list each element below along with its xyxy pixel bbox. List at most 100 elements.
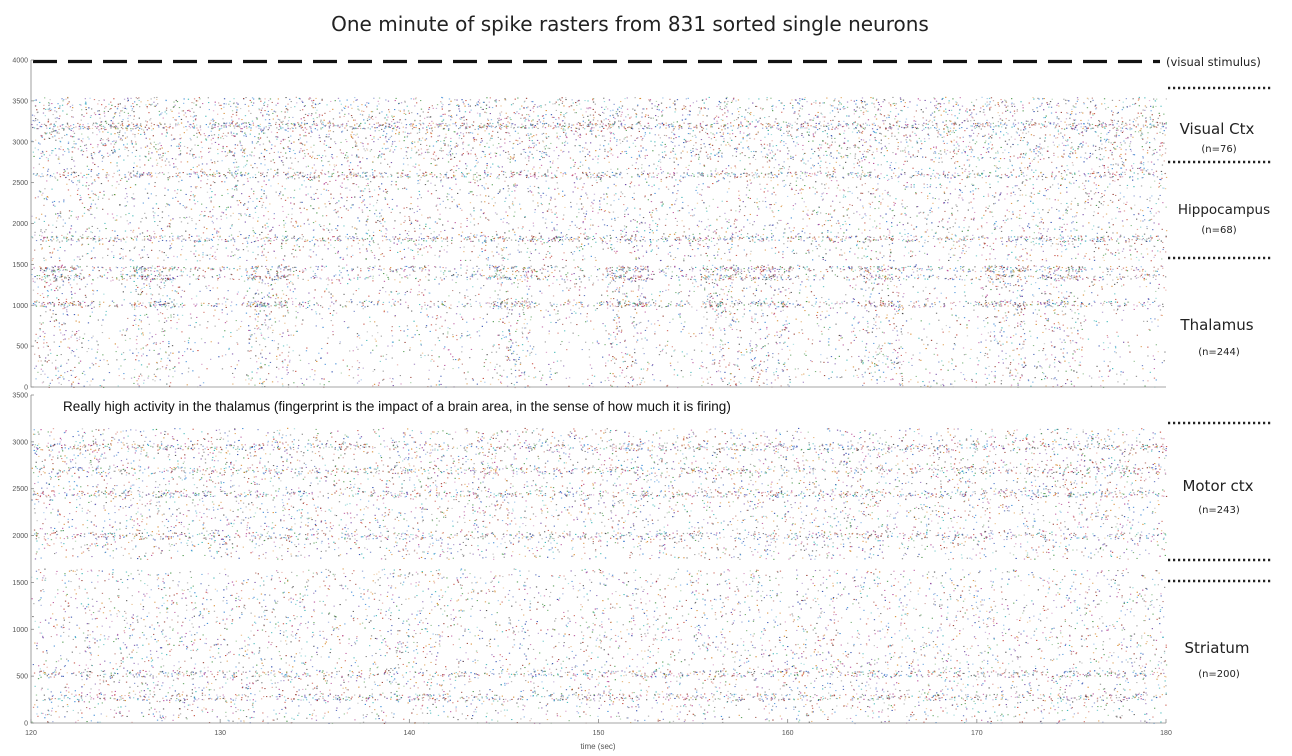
spike-mark bbox=[296, 256, 298, 258]
spike-mark bbox=[59, 286, 61, 288]
spike-mark bbox=[70, 275, 72, 277]
spike-mark bbox=[1025, 239, 1027, 241]
spike-mark bbox=[994, 264, 996, 266]
spike-mark bbox=[377, 332, 379, 334]
spike-mark bbox=[365, 178, 367, 180]
spike-mark bbox=[543, 123, 545, 125]
spike-mark bbox=[113, 140, 115, 142]
spike-mark bbox=[142, 266, 144, 268]
spike-mark bbox=[307, 306, 309, 308]
spike-mark bbox=[36, 174, 38, 176]
spike-mark bbox=[469, 191, 471, 193]
spike-mark bbox=[352, 168, 354, 170]
spike-mark bbox=[827, 231, 829, 233]
spike-mark bbox=[92, 266, 94, 268]
spike-mark bbox=[876, 225, 878, 227]
spike-mark bbox=[693, 144, 695, 146]
spike-mark bbox=[1062, 355, 1065, 357]
spike-mark bbox=[639, 214, 641, 216]
spike-mark bbox=[118, 136, 120, 138]
spike-mark bbox=[938, 161, 940, 163]
spike-mark bbox=[920, 192, 923, 194]
spike-mark bbox=[989, 183, 991, 185]
spike-mark bbox=[114, 149, 116, 151]
spike-mark bbox=[507, 278, 510, 280]
spike-mark bbox=[450, 304, 452, 306]
spike-mark bbox=[436, 315, 438, 317]
spike-mark bbox=[610, 124, 612, 126]
spike-mark bbox=[956, 334, 958, 336]
spike-mark bbox=[618, 126, 620, 128]
spike-mark bbox=[253, 302, 256, 304]
spike-mark bbox=[997, 112, 999, 114]
spike-mark bbox=[882, 120, 884, 122]
spike-mark bbox=[671, 125, 673, 127]
spike-mark bbox=[1095, 247, 1097, 249]
spike-mark bbox=[439, 250, 441, 252]
spike-mark bbox=[484, 239, 486, 241]
spike-mark bbox=[383, 235, 386, 237]
spike-mark bbox=[674, 134, 676, 136]
spike-mark bbox=[1152, 105, 1154, 107]
spike-mark bbox=[995, 285, 997, 287]
spike-mark bbox=[648, 99, 650, 101]
spike-mark bbox=[215, 122, 217, 124]
spike-mark bbox=[901, 375, 903, 377]
spike-mark bbox=[604, 380, 606, 382]
spike-mark bbox=[993, 224, 995, 226]
spike-mark bbox=[943, 306, 945, 308]
spike-mark bbox=[518, 271, 520, 273]
spike-mark bbox=[199, 267, 201, 269]
spike-mark bbox=[241, 147, 244, 149]
spike-mark bbox=[725, 106, 728, 108]
spike-mark bbox=[750, 151, 752, 153]
spike-mark bbox=[60, 274, 62, 276]
spike-mark bbox=[179, 176, 181, 178]
spike-mark bbox=[361, 142, 363, 144]
spike-mark bbox=[179, 138, 181, 140]
spike-mark bbox=[771, 312, 773, 314]
spike-mark bbox=[866, 310, 868, 312]
spike-mark bbox=[548, 363, 550, 365]
spike-mark bbox=[1073, 276, 1076, 278]
spike-mark bbox=[665, 272, 667, 274]
spike-mark bbox=[492, 321, 494, 323]
spike-mark bbox=[82, 184, 84, 186]
spike-mark bbox=[345, 175, 348, 177]
spike-mark bbox=[356, 360, 359, 362]
spike-mark bbox=[279, 193, 281, 195]
spike-mark bbox=[397, 126, 399, 128]
spike-mark bbox=[513, 350, 515, 352]
spike-mark bbox=[155, 376, 158, 378]
spike-mark bbox=[907, 124, 909, 126]
spike-mark bbox=[1114, 293, 1116, 295]
spike-mark bbox=[476, 234, 478, 236]
spike-mark bbox=[1057, 268, 1059, 270]
spike-mark bbox=[146, 279, 148, 281]
spike-mark bbox=[803, 353, 806, 355]
spike-mark bbox=[1046, 276, 1048, 278]
spike-mark bbox=[285, 129, 287, 131]
spike-mark bbox=[814, 238, 816, 240]
spike-mark bbox=[565, 124, 567, 126]
spike-mark bbox=[612, 211, 615, 213]
spike-mark bbox=[473, 140, 475, 142]
spike-mark bbox=[390, 184, 393, 186]
spike-mark bbox=[1055, 167, 1058, 169]
spike-mark bbox=[78, 256, 80, 258]
spike-mark bbox=[668, 284, 670, 286]
spike-mark bbox=[54, 290, 56, 292]
spike-mark bbox=[721, 171, 723, 173]
spike-mark bbox=[808, 251, 810, 253]
spike-mark bbox=[737, 358, 739, 360]
spike-mark bbox=[699, 124, 702, 126]
spike-mark bbox=[579, 145, 581, 147]
spike-mark bbox=[57, 289, 59, 291]
spike-mark bbox=[410, 266, 412, 268]
spike-mark bbox=[246, 305, 248, 307]
spike-mark bbox=[1098, 226, 1100, 228]
spike-mark bbox=[254, 300, 256, 302]
spike-mark bbox=[383, 273, 385, 275]
spike-mark bbox=[1044, 325, 1046, 327]
spike-mark bbox=[786, 316, 788, 318]
